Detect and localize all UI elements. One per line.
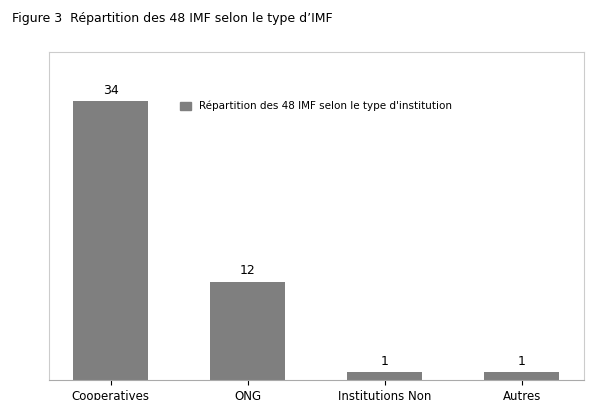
Bar: [73, 101, 148, 380]
Text: 1: 1: [381, 355, 389, 368]
Text: 12: 12: [240, 264, 255, 278]
Text: 1: 1: [518, 355, 526, 368]
Legend: Répartition des 48 IMF selon le type d'institution: Répartition des 48 IMF selon le type d'i…: [176, 96, 456, 116]
Bar: [347, 372, 423, 380]
Bar: [484, 372, 559, 380]
Text: Figure 3  Répartition des 48 IMF selon le type d’IMF: Figure 3 Répartition des 48 IMF selon le…: [12, 12, 333, 25]
Bar: [210, 282, 285, 380]
Text: 34: 34: [103, 84, 119, 97]
